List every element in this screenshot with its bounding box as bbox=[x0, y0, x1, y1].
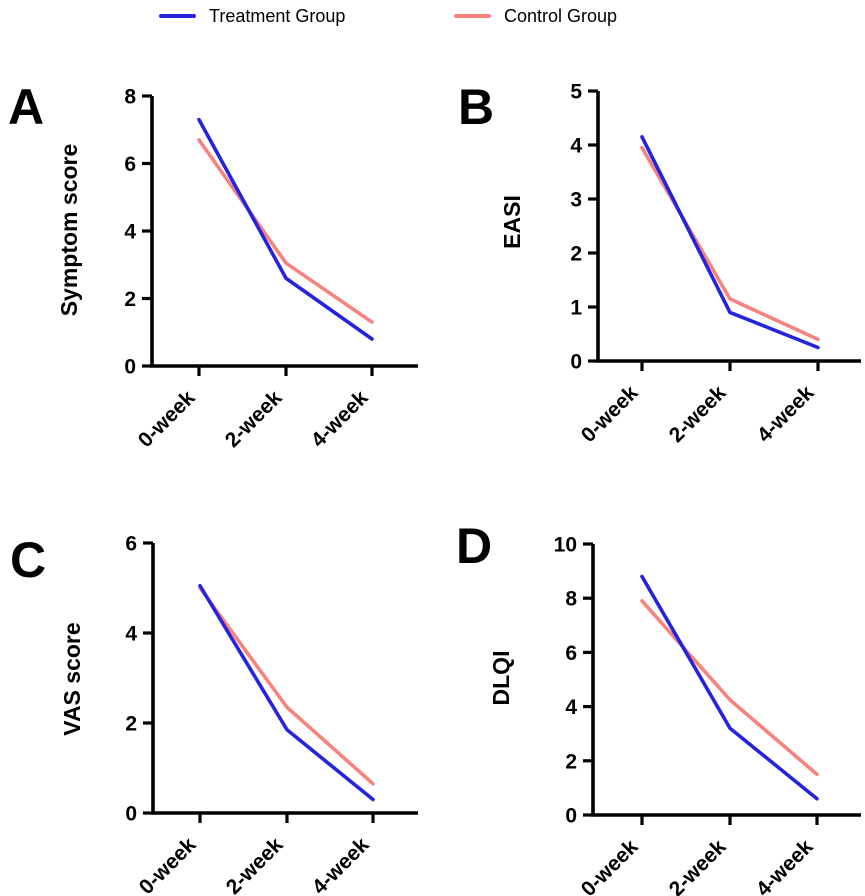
x-tick-label: 2-week bbox=[665, 381, 731, 447]
control-line-swatch bbox=[454, 14, 491, 18]
y-tick-label: 2 bbox=[570, 243, 582, 266]
axes bbox=[596, 91, 861, 363]
axes bbox=[150, 96, 418, 368]
series-line-control-group bbox=[197, 138, 374, 324]
y-tick-label: 1 bbox=[570, 297, 582, 320]
panel-letter: A bbox=[8, 79, 44, 135]
legend-label-treatment: Treatment Group bbox=[209, 6, 346, 26]
series-line-treatment-group bbox=[197, 117, 374, 341]
legend-label-control: Control Group bbox=[504, 6, 618, 26]
chart-b-svg: B EASI 0 1 2 3 4 5 0-week 2-week 4-week bbox=[458, 79, 861, 447]
y-tick-label: 5 bbox=[570, 81, 582, 104]
series-line-treatment-group bbox=[640, 135, 820, 350]
panel-d-dlqi: D DLQI 0 2 4 6 8 10 0-week 2-week 4-week bbox=[430, 500, 865, 896]
y-tick-label: 2 bbox=[565, 750, 577, 773]
x-tick-label: 0-week bbox=[134, 386, 200, 452]
series-line-treatment-group bbox=[198, 583, 375, 802]
y-axis-title: DLQI bbox=[488, 651, 514, 706]
legend-item-control-group: Control Group bbox=[454, 4, 617, 28]
x-tick-label: 4-week bbox=[308, 833, 374, 896]
y-tick-label: 4 bbox=[570, 135, 582, 158]
y-axis-title: Symptom score bbox=[56, 144, 82, 317]
y-tick-label: 8 bbox=[565, 588, 577, 611]
legend-item-treatment-group: Treatment Group bbox=[159, 4, 345, 28]
y-tick-label: 0 bbox=[125, 803, 137, 826]
legend: Treatment Group Control Group bbox=[0, 2, 865, 30]
x-tick-label: 4-week bbox=[753, 381, 819, 447]
series-line-treatment-group bbox=[640, 574, 819, 801]
panel-letter: D bbox=[456, 518, 492, 574]
panel-b-easi: B EASI 0 1 2 3 4 5 0-week 2-week 4-week bbox=[430, 60, 865, 500]
x-tick-label: 0-week bbox=[577, 835, 643, 896]
treatment-line-swatch bbox=[159, 14, 196, 18]
y-tick-label: 2 bbox=[124, 288, 136, 311]
y-tick-label: 8 bbox=[124, 86, 136, 109]
y-tick-label: 6 bbox=[125, 533, 137, 556]
chart-d-svg: D DLQI 0 2 4 6 8 10 0-week 2-week 4-week bbox=[456, 518, 861, 896]
panel-letter: C bbox=[10, 532, 46, 588]
x-tick-label: 4-week bbox=[752, 835, 818, 896]
y-tick-label: 4 bbox=[124, 221, 136, 244]
axes bbox=[151, 543, 418, 815]
x-tick-label: 4-week bbox=[307, 386, 373, 452]
y-tick-label: 0 bbox=[565, 805, 577, 828]
x-tick-label: 2-week bbox=[665, 835, 731, 896]
y-tick-label: 0 bbox=[570, 351, 582, 374]
y-tick-label: 10 bbox=[554, 534, 577, 557]
y-axis-title: VAS score bbox=[59, 622, 85, 735]
y-tick-label: 2 bbox=[125, 713, 137, 736]
x-tick-label: 2-week bbox=[221, 386, 287, 452]
series-line-control-group bbox=[640, 599, 819, 777]
x-tick-label: 0-week bbox=[135, 833, 201, 896]
axes bbox=[591, 544, 861, 817]
series-line-control-group bbox=[198, 586, 375, 786]
y-axis-title: EASI bbox=[499, 195, 525, 249]
panel-a-symptom-score: A Symptom score 0 2 4 6 8 0-week 2-week 4-week bbox=[0, 60, 435, 500]
panel-letter: B bbox=[458, 79, 494, 135]
y-tick-label: 4 bbox=[125, 623, 137, 646]
y-tick-label: 0 bbox=[124, 356, 136, 379]
x-tick-label: 0-week bbox=[577, 381, 643, 447]
x-tick-label: 2-week bbox=[222, 833, 288, 896]
y-tick-label: 3 bbox=[570, 189, 582, 212]
y-tick-label: 6 bbox=[565, 642, 577, 665]
chart-a-svg: A Symptom score 0 2 4 6 8 0-week 2-week 4-week bbox=[8, 79, 418, 452]
y-tick-label: 6 bbox=[124, 153, 136, 176]
y-tick-label: 4 bbox=[565, 696, 577, 719]
chart-c-svg: C VAS score 0 2 4 6 0-week 2-week 4-week bbox=[10, 532, 418, 896]
panel-c-vas-score: C VAS score 0 2 4 6 0-week 2-week 4-week bbox=[0, 500, 435, 896]
